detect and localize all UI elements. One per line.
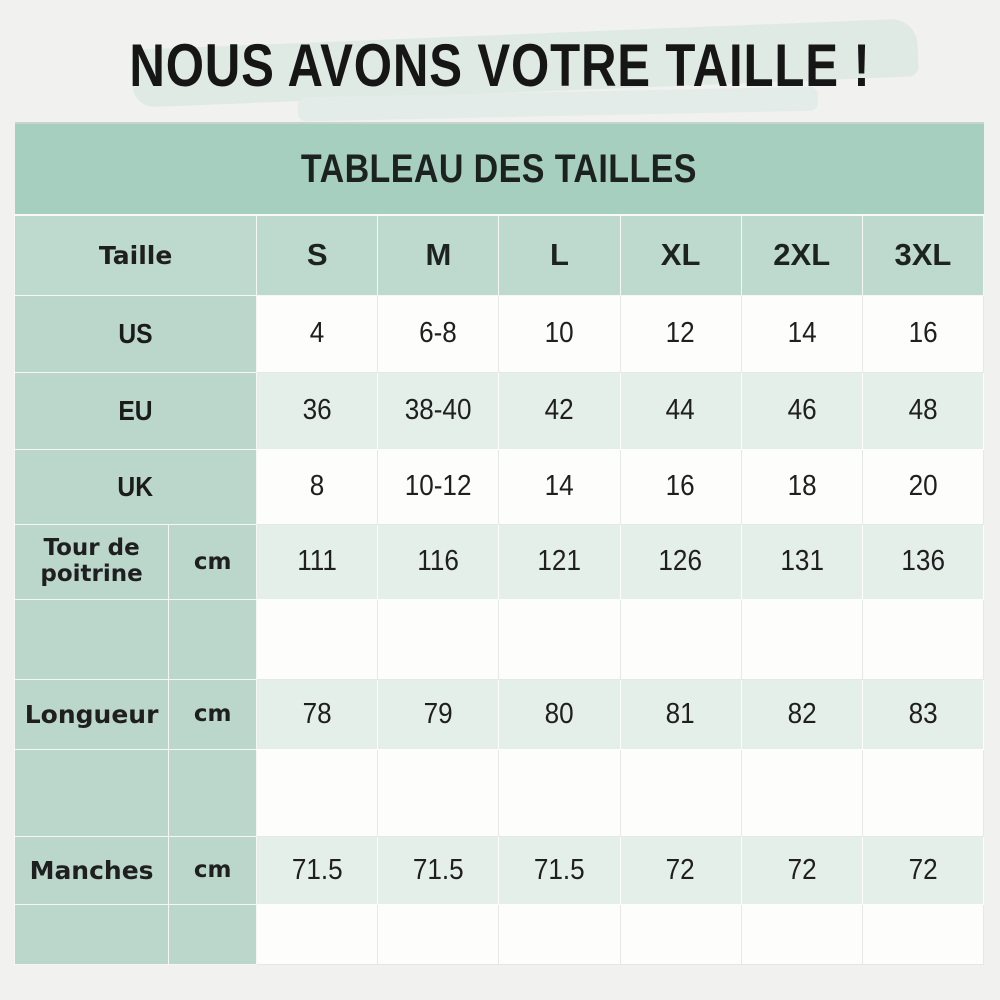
value-cell: 116 [377,523,500,600]
value-cell: 82 [740,678,863,750]
hero-title-area: NOUS AVONS VOTRE TAILLE ! [0,0,1000,122]
value-cell: 48 [861,371,985,450]
header-size-m: M [377,214,500,296]
row-label-cell: Tour de poitrine [13,523,170,600]
value-cell: 131 [740,523,863,600]
value-cell: 16 [861,294,985,373]
value-cell: 80 [498,678,621,750]
value-cell: 71.5 [498,835,621,905]
header-size-3xl: 3XL [861,214,985,296]
value-cell: 136 [861,523,985,600]
value-cell: 4 [256,294,379,373]
row-label-cell: Longueur [13,678,170,750]
spacer-unit-cell [168,903,258,965]
row-us: US 4 6-8 10 12 14 16 [13,294,985,373]
row-uk: UK 8 10-12 14 16 18 20 [13,448,985,525]
value-cell: 83 [861,678,985,750]
value-cell: 14 [498,448,621,525]
row-label-cell: Manches [13,835,170,905]
header-size-l: L [498,214,621,296]
value-cell: 71.5 [256,835,379,905]
spacer-unit-cell [168,748,258,837]
header-size-xl: XL [619,214,742,296]
value-cell: 81 [619,678,742,750]
value-cell: 111 [256,523,379,600]
value-cell: 46 [740,371,863,450]
value-cell: 38-40 [377,371,500,450]
spacer-label-cell [13,598,170,680]
value-cell: 44 [619,371,742,450]
row-manches: Manches cm 71.5 71.5 71.5 72 72 72 [13,835,985,905]
value-cell: 18 [740,448,863,525]
table-title-band: TABLEAU DES TAILLES [14,122,984,216]
header-row: Taille S M L XL 2XL 3XL [13,214,985,296]
value-cell: 14 [740,294,863,373]
value-cell: 78 [256,678,379,750]
value-cell: 79 [377,678,500,750]
value-cell: 10-12 [377,448,500,525]
row-label-cell: UK [13,448,258,525]
value-cell: 72 [619,835,742,905]
value-cell: 72 [861,835,985,905]
unit-cell: cm [168,835,258,905]
table-title: TABLEAU DES TAILLES [301,146,697,191]
row-label-cell: EU [13,371,258,450]
value-cell: 12 [619,294,742,373]
value-cell: 126 [619,523,742,600]
value-cell: 16 [619,448,742,525]
unit-cell: cm [168,678,258,750]
value-cell: 36 [256,371,379,450]
value-cell: 121 [498,523,621,600]
spacer-label-cell [13,748,170,837]
table-title-row: TABLEAU DES TAILLES [14,122,984,216]
spacer-row [13,598,985,680]
unit-cell: cm [168,523,258,600]
spacer-label-cell [13,903,170,965]
spacer-row [13,903,985,965]
header-taille-label: Taille [98,240,173,270]
value-cell: 10 [498,294,621,373]
value-cell: 71.5 [377,835,500,905]
page-title-text: NOUS AVONS VOTRE TAILLE ! [129,32,871,99]
row-longueur: Longueur cm 78 79 80 81 82 83 [13,678,985,750]
value-cell: 8 [256,448,379,525]
spacer-unit-cell [168,598,258,680]
value-cell: 20 [861,448,985,525]
value-cell: 6-8 [377,294,500,373]
row-eu: EU 36 38-40 42 44 46 48 [13,371,985,450]
header-size-2xl: 2XL [740,214,863,296]
spacer-row [13,748,985,837]
header-taille-cell: Taille [13,214,258,296]
value-cell: 42 [498,371,621,450]
row-label-cell: US [13,294,258,373]
size-chart-table: TABLEAU DES TAILLES Taille S M L XL 2XL … [13,122,985,965]
value-cell: 72 [740,835,863,905]
row-tour-de-poitrine: Tour de poitrine cm 111 116 121 126 131 … [13,523,985,600]
page-title: NOUS AVONS VOTRE TAILLE ! [0,36,1000,96]
header-size-s: S [256,214,379,296]
